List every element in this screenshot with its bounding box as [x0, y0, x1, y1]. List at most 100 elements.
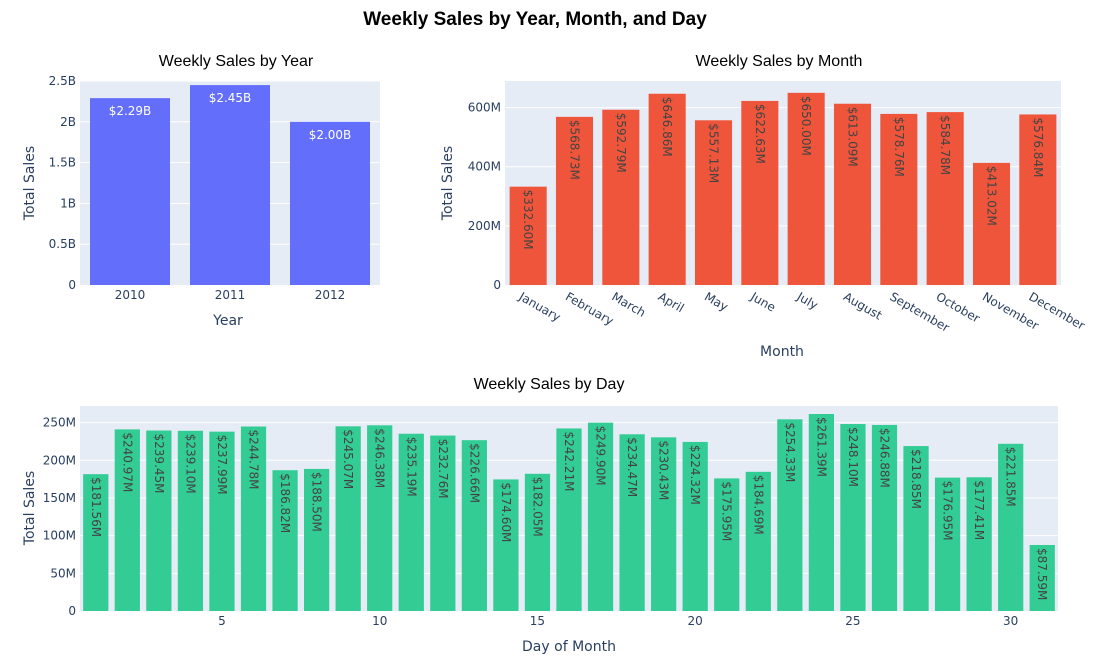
month-value-label: $613.09M [846, 107, 860, 167]
month-value-label: $578.76M [892, 117, 906, 177]
month-value-label: $332.60M [521, 190, 535, 250]
day-bar[interactable] [998, 443, 1024, 611]
day-value-label: $184.69M [751, 475, 765, 535]
day-x-tick-label: 25 [845, 614, 860, 628]
month-value-label: $622.63M [753, 104, 767, 164]
month-bar[interactable] [787, 92, 825, 286]
day-bar[interactable] [714, 478, 740, 611]
year-value-label: $2.45B [209, 91, 252, 105]
day-value-label: $248.10M [846, 427, 860, 487]
day-bar[interactable] [808, 413, 835, 611]
month-bar[interactable] [833, 103, 872, 285]
day-value-label: $175.95M [720, 481, 734, 541]
day-value-label: $181.56M [89, 477, 103, 537]
day-bar[interactable] [966, 477, 992, 611]
year-x-tick-label: 2010 [115, 288, 146, 302]
day-value-label: $254.33M [783, 422, 797, 482]
day-value-label: $230.43M [657, 440, 671, 500]
month-bar[interactable] [648, 93, 686, 286]
day-bar[interactable] [209, 431, 235, 611]
day-bar[interactable] [493, 479, 519, 611]
day-value-label: $218.85M [909, 449, 923, 509]
day-value-label: $221.85M [1004, 447, 1018, 507]
day-bar[interactable] [682, 441, 708, 611]
year-y-tick-label: 2.5B [49, 74, 76, 88]
month-value-label: $650.00M [799, 96, 813, 156]
day-x-ticks: 5 10 15 20 25 30 [218, 614, 1018, 628]
month-bar[interactable] [926, 112, 964, 285]
year-x-axis-title: Year [212, 313, 243, 329]
day-bar[interactable] [745, 471, 771, 611]
day-value-label: $182.05M [530, 477, 544, 537]
month-bar[interactable] [602, 109, 640, 285]
month-bar[interactable] [509, 186, 547, 285]
day-bar[interactable] [1029, 544, 1055, 611]
year-bar[interactable] [190, 85, 270, 285]
month-value-label: $568.73M [568, 120, 582, 180]
month-x-tick-label: June [747, 289, 778, 315]
year-y-ticks: 0 0.5B 1B 1.5B 2B 2.5B [49, 74, 76, 292]
day-bar[interactable] [303, 468, 330, 611]
day-chart-title: Weekly Sales by Day [474, 376, 625, 393]
month-gridlines [505, 107, 1061, 227]
day-bar[interactable] [524, 473, 551, 611]
day-bar[interactable] [398, 433, 424, 611]
day-bar[interactable] [335, 426, 361, 611]
day-y-tick-label: 150M [43, 491, 76, 505]
month-x-axis-title: Month [760, 344, 804, 360]
day-value-label: $87.59M [1035, 548, 1049, 600]
day-bar[interactable] [430, 435, 456, 611]
month-y-tick-label: 200M [468, 219, 501, 233]
year-y-tick-label: 1B [60, 196, 76, 210]
day-value-label: $239.45M [152, 434, 166, 494]
day-bar[interactable] [840, 424, 866, 611]
month-x-tick-label: August [841, 289, 885, 322]
month-x-tick-label: January [516, 289, 563, 324]
month-bar[interactable] [555, 116, 594, 286]
day-bar[interactable] [177, 430, 204, 611]
day-bar[interactable] [114, 429, 140, 611]
day-value-label: $237.99M [215, 435, 229, 495]
month-y-tick-label: 0 [493, 278, 501, 292]
day-x-tick-label: 15 [530, 614, 545, 628]
year-x-tick-label: 2011 [215, 288, 246, 302]
day-bar[interactable] [587, 422, 614, 611]
day-bar[interactable] [871, 424, 898, 611]
day-y-tick-label: 0 [68, 604, 76, 618]
month-bar[interactable] [880, 113, 918, 285]
day-bar[interactable] [461, 440, 487, 611]
month-chart: $332.60M $568.73M $592.79M $646.86M $557.13M… [440, 53, 1087, 360]
day-value-label: $177.41M [972, 480, 986, 540]
day-value-label: $242.21M [562, 431, 576, 491]
day-bar[interactable] [367, 425, 393, 611]
year-bar[interactable] [90, 98, 170, 285]
year-value-label: $2.00B [309, 128, 352, 142]
day-value-label: $232.76M [436, 439, 450, 499]
year-chart-title: Weekly Sales by Year [159, 53, 314, 70]
day-bar[interactable] [240, 426, 267, 611]
month-bars: $332.60M $568.73M $592.79M $646.86M $557.13M… [509, 92, 1057, 286]
day-bar[interactable] [146, 430, 172, 611]
month-bar[interactable] [972, 162, 1011, 285]
day-bar[interactable] [83, 474, 109, 611]
year-bar[interactable] [290, 121, 370, 285]
year-y-axis-title: Total Sales [22, 146, 38, 221]
day-bar[interactable] [777, 419, 803, 611]
month-value-label: $646.86M [660, 97, 674, 157]
month-bar[interactable] [1019, 114, 1057, 286]
day-bar[interactable] [651, 437, 677, 611]
year-x-tick-label: 2012 [315, 288, 346, 302]
day-y-tick-label: 200M [43, 453, 76, 467]
day-bar[interactable] [556, 428, 582, 611]
day-bar[interactable] [934, 477, 961, 611]
day-bar[interactable] [272, 470, 298, 611]
month-bar[interactable] [694, 120, 733, 286]
day-x-axis-title: Day of Month [522, 639, 616, 655]
day-bar[interactable] [903, 446, 929, 611]
day-value-label: $226.66M [467, 443, 481, 503]
day-bar[interactable] [619, 434, 645, 611]
month-y-tick-label: 600M [468, 101, 501, 115]
month-bar[interactable] [741, 100, 779, 285]
